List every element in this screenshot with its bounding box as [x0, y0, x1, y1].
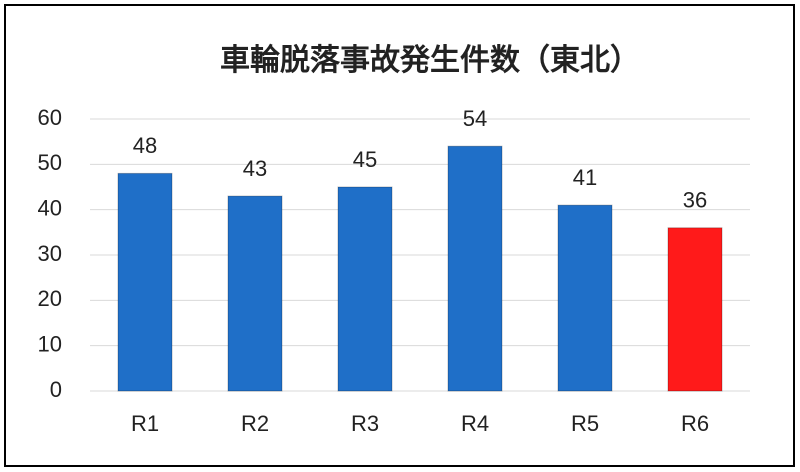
bar [447, 145, 503, 392]
x-tick-label: R4 [461, 411, 489, 436]
x-tick-label: R6 [681, 411, 709, 436]
x-tick-label: R3 [351, 411, 379, 436]
y-tick-label: 50 [38, 150, 62, 175]
y-tick-label: 20 [38, 286, 62, 311]
x-tick-label: R1 [131, 411, 159, 436]
value-label: 43 [243, 156, 267, 181]
y-tick-label: 10 [38, 331, 62, 356]
bar [667, 227, 723, 392]
bar [117, 172, 173, 392]
chart-title: 車輪脱落事故発生件数（東北） [220, 43, 640, 77]
y-tick-label: 40 [38, 195, 62, 220]
y-tick-label: 30 [38, 241, 62, 266]
value-label: 41 [573, 165, 597, 190]
bar [557, 204, 613, 392]
x-tick-label: R2 [241, 411, 269, 436]
bar [337, 186, 393, 392]
x-tick-label: R5 [571, 411, 599, 436]
y-tick-label: 60 [38, 105, 62, 130]
y-tick-label: 0 [50, 377, 62, 402]
value-label: 48 [133, 133, 157, 158]
value-label: 36 [683, 188, 707, 213]
value-label: 45 [353, 147, 377, 172]
value-label: 54 [463, 106, 487, 131]
bar [227, 195, 283, 392]
